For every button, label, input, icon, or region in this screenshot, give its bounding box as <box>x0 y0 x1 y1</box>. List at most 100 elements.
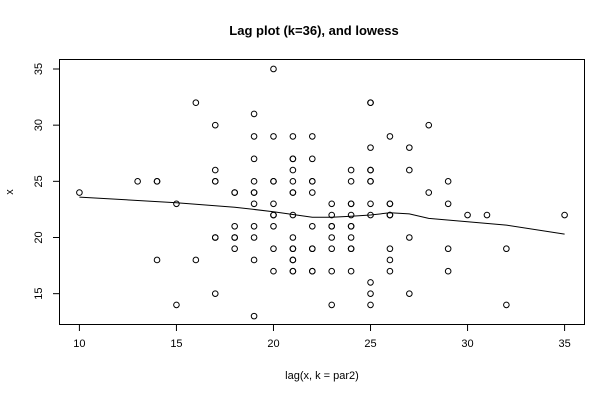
data-point <box>367 301 374 309</box>
data-point <box>270 245 277 253</box>
data-point <box>347 166 355 174</box>
data-point <box>270 267 277 275</box>
data-point <box>134 178 141 185</box>
data-point <box>328 234 336 241</box>
lowess-curve <box>79 196 565 235</box>
data-point <box>192 99 200 106</box>
data-point <box>250 178 258 185</box>
data-point <box>386 133 394 140</box>
y-axis: 15 20 25 30 35 <box>33 63 60 300</box>
data-point <box>211 166 219 174</box>
data-point <box>367 144 374 151</box>
data-point <box>173 301 180 309</box>
chart-title: Lag plot (k=36), and lowess <box>229 23 398 38</box>
data-point <box>289 189 297 196</box>
data-point <box>386 200 394 208</box>
data-point <box>347 222 355 230</box>
data-point <box>386 267 394 275</box>
data-point <box>250 200 258 208</box>
data-point <box>386 211 394 219</box>
data-point <box>464 211 471 219</box>
data-point <box>192 256 200 264</box>
data-point <box>367 166 374 174</box>
y-tick-label: 30 <box>33 119 45 131</box>
y-axis-label: x <box>4 189 16 195</box>
data-point <box>367 200 374 208</box>
x-tick-label: 30 <box>461 338 473 350</box>
data-point <box>406 290 413 297</box>
data-point <box>173 200 180 208</box>
data-point <box>328 301 336 309</box>
data-point <box>211 234 219 241</box>
data-point <box>503 301 510 309</box>
data-point <box>211 178 219 185</box>
data-point <box>250 189 258 196</box>
y-tick-label: 15 <box>33 288 45 300</box>
data-point <box>347 211 355 219</box>
data-point <box>270 222 277 230</box>
data-point <box>406 144 413 151</box>
data-point <box>211 121 219 129</box>
data-point <box>444 267 452 275</box>
y-tick-label: 25 <box>33 175 45 187</box>
x-tick-label: 20 <box>267 338 279 350</box>
data-point <box>250 222 258 230</box>
data-point <box>367 290 374 297</box>
data-point <box>425 189 433 196</box>
data-point <box>289 256 297 264</box>
data-point <box>250 312 258 320</box>
data-point <box>406 234 413 241</box>
data-point <box>270 65 277 73</box>
plot-frame <box>59 59 585 325</box>
data-point <box>328 222 336 230</box>
data-point <box>289 245 297 253</box>
data-point <box>76 189 83 196</box>
data-point <box>367 99 374 106</box>
data-point <box>231 245 238 253</box>
data-point <box>561 211 568 219</box>
data-point <box>289 178 297 185</box>
data-point <box>386 256 394 264</box>
data-point <box>270 211 277 219</box>
data-point <box>444 245 452 253</box>
data-point <box>270 200 277 208</box>
data-point <box>328 267 336 275</box>
data-point <box>289 155 297 163</box>
data-point <box>153 256 161 264</box>
data-point <box>250 155 258 163</box>
data-point <box>250 234 258 241</box>
data-point <box>328 200 336 208</box>
x-axis-label: lag(x, k = par2) <box>285 370 359 382</box>
data-point <box>153 178 161 185</box>
x-tick-label: 10 <box>73 338 85 350</box>
data-point <box>347 200 355 208</box>
data-point <box>289 267 297 275</box>
data-point <box>308 189 316 196</box>
y-tick-label: 20 <box>33 231 45 243</box>
data-point <box>308 178 316 185</box>
x-tick-label: 15 <box>170 338 182 350</box>
data-point <box>328 211 336 219</box>
x-axis: 10 15 20 25 30 35 <box>73 324 571 350</box>
x-tick-label: 35 <box>558 338 570 350</box>
data-point <box>308 222 316 230</box>
data-point <box>231 222 238 230</box>
data-point <box>308 133 316 140</box>
data-point <box>425 121 433 129</box>
data-point <box>347 245 355 253</box>
data-point <box>386 245 394 253</box>
data-point <box>250 133 258 140</box>
data-point <box>289 133 297 140</box>
data-point <box>308 245 316 253</box>
data-point <box>308 155 316 163</box>
data-point <box>231 234 238 241</box>
data-point <box>347 234 355 241</box>
data-point <box>270 178 277 185</box>
data-point <box>270 133 277 140</box>
data-point <box>444 178 452 185</box>
data-point <box>250 256 258 264</box>
data-point <box>250 110 258 118</box>
data-point <box>231 189 238 196</box>
x-tick-label: 25 <box>364 338 376 350</box>
data-point <box>328 245 336 253</box>
